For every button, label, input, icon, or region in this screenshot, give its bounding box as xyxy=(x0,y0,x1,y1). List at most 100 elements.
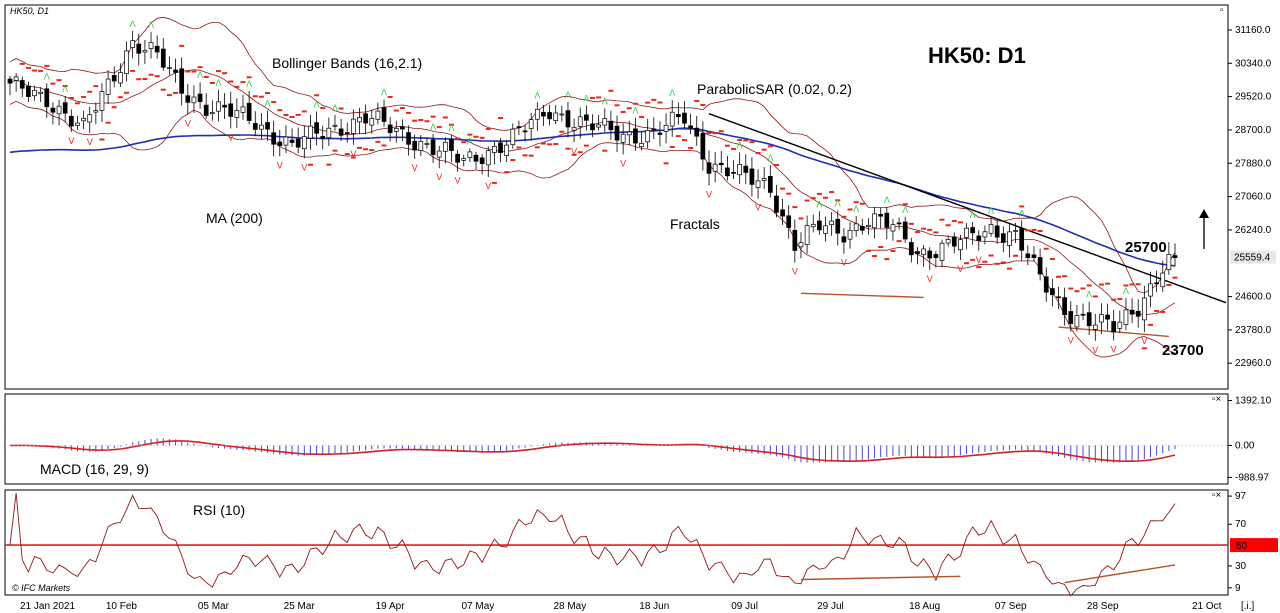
candle xyxy=(1099,303,1104,335)
candle-body xyxy=(522,130,528,133)
candle xyxy=(197,82,203,109)
candle xyxy=(62,96,68,123)
candle xyxy=(1117,310,1123,334)
candle xyxy=(590,114,595,138)
candle-body xyxy=(584,114,589,121)
fractal-up-mark: Λ xyxy=(853,204,859,214)
fractal-down-mark: V xyxy=(1111,344,1117,354)
candle-body xyxy=(571,127,577,131)
candle-body xyxy=(136,43,142,54)
candle-body xyxy=(130,40,135,48)
candle-body xyxy=(976,235,982,241)
candle xyxy=(387,116,393,142)
fractal-up-mark: Λ xyxy=(1019,208,1025,218)
candle-body xyxy=(823,225,828,234)
candle-body xyxy=(1080,313,1086,316)
candle-body xyxy=(455,153,460,163)
candle xyxy=(994,219,1000,244)
candle xyxy=(633,117,638,151)
candle xyxy=(516,120,522,135)
candle-body xyxy=(872,213,877,229)
candle-body xyxy=(528,119,534,129)
fractal-up-mark: Λ xyxy=(669,88,675,98)
candle xyxy=(626,120,632,146)
candle xyxy=(694,115,700,146)
rsi-pane-close-icon[interactable]: ▫× xyxy=(1212,490,1222,501)
scroll-toggle-icon[interactable]: [.i.] xyxy=(1241,601,1255,612)
candle xyxy=(283,125,289,154)
macd-pane-close-icon[interactable]: ▫× xyxy=(1212,394,1222,405)
price-axis-tick-label: 28700.0 xyxy=(1235,125,1272,136)
candle-body xyxy=(902,221,908,240)
fractal-down-mark: V xyxy=(841,258,847,268)
candle-body xyxy=(639,143,644,147)
candle-body xyxy=(933,254,939,258)
candle xyxy=(810,214,816,233)
candle xyxy=(908,237,914,263)
candle xyxy=(988,217,994,237)
price-axis-tick-label: 31160.0 xyxy=(1235,25,1271,36)
candle-body xyxy=(841,236,847,243)
date-axis-tick-label: 21 Oct xyxy=(1192,601,1222,612)
candle-body xyxy=(761,178,767,181)
candle xyxy=(87,106,93,133)
candle-body xyxy=(326,127,332,138)
candle xyxy=(951,232,957,254)
candle-body xyxy=(829,220,834,225)
macd-pane-frame xyxy=(4,393,1229,485)
candle xyxy=(939,239,945,268)
candle-body xyxy=(964,227,969,238)
candle-body xyxy=(510,128,516,146)
candle-body xyxy=(608,120,614,131)
main-pane-corner-icon[interactable]: ▫ xyxy=(1220,5,1224,16)
fractal-up-mark: Λ xyxy=(565,90,571,100)
candle xyxy=(75,115,80,130)
candle xyxy=(780,198,785,225)
candle xyxy=(565,102,571,138)
price-axis: 31160.0 30340.0 29520.0 28700.0 27880.0 27060… xyxy=(1228,25,1272,369)
candle xyxy=(363,104,368,135)
candle-body xyxy=(167,67,172,69)
candle xyxy=(522,124,528,142)
candle xyxy=(884,206,890,240)
candle xyxy=(896,217,902,230)
candle xyxy=(970,222,976,245)
candle xyxy=(1166,242,1172,275)
candle-body xyxy=(774,195,779,213)
candle-body xyxy=(731,172,736,174)
candlesticks xyxy=(7,30,1178,341)
candle-body xyxy=(338,128,344,136)
candle-body xyxy=(792,229,798,251)
candle xyxy=(504,139,510,162)
candle-body xyxy=(994,225,1000,238)
fractal-down-mark: V xyxy=(87,137,93,147)
rsi-label: RSI (10) xyxy=(193,502,245,518)
fractal-up-mark: Λ xyxy=(314,100,320,110)
candle-body xyxy=(651,128,657,131)
candle-body xyxy=(467,151,473,158)
candle xyxy=(528,112,534,141)
candle xyxy=(393,120,399,143)
candle-body xyxy=(590,123,595,131)
candle xyxy=(878,207,884,229)
candle xyxy=(492,141,497,165)
candle-body xyxy=(620,133,626,143)
candle xyxy=(154,35,160,59)
candle xyxy=(424,137,430,149)
rsi-axis-tick-label: 9 xyxy=(1235,583,1241,594)
candle-body xyxy=(780,209,785,217)
candle-body xyxy=(424,143,430,145)
candle-body xyxy=(1019,228,1025,251)
candle xyxy=(418,135,424,157)
rsi-support-line-2 xyxy=(1064,564,1176,584)
candle xyxy=(442,137,448,164)
candle-body xyxy=(804,225,810,245)
candle xyxy=(99,83,105,123)
candle xyxy=(688,113,693,135)
candle xyxy=(1043,267,1049,302)
candle-body xyxy=(393,128,399,132)
candle-body xyxy=(1117,321,1123,329)
bollinger-lower-band xyxy=(9,100,1176,358)
rsi-series xyxy=(5,492,1228,597)
candle-body xyxy=(191,96,197,104)
